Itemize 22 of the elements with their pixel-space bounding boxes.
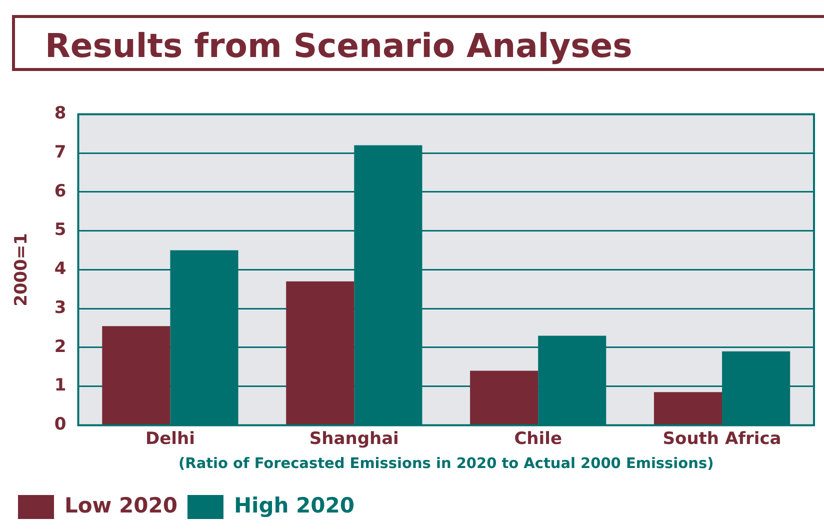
bar: [654, 392, 722, 424]
y-tick-label: 4: [54, 259, 66, 280]
y-tick-label: 3: [54, 298, 66, 318]
y-axis-title: 2000=1: [12, 233, 32, 306]
y-tick-label: 1: [54, 376, 66, 396]
y-tick-label: 7: [54, 142, 66, 162]
x-tick-label: South Africa: [662, 428, 782, 449]
bar: [470, 370, 538, 424]
y-tick-label: 6: [54, 181, 66, 202]
y-tick-label: 5: [54, 220, 66, 240]
y-tick-label: 0: [54, 414, 66, 435]
y-tick-label: 2: [54, 336, 66, 357]
x-axis-title: (Ratio of Forecasted Emissions in 2020 to Actual 2000 Emissions): [178, 456, 714, 472]
x-tick-label: Shanghai: [309, 428, 399, 449]
y-tick-label: 8: [54, 104, 66, 124]
legend-label: High 2020: [234, 493, 354, 518]
bar: [102, 326, 170, 424]
x-tick-label: Chile: [514, 428, 562, 449]
bar: [286, 281, 354, 424]
chart-title: Results from Scenario Analyses: [12, 15, 824, 71]
x-tick-label: Delhi: [145, 428, 195, 449]
legend-label: Low 2020: [64, 493, 178, 518]
